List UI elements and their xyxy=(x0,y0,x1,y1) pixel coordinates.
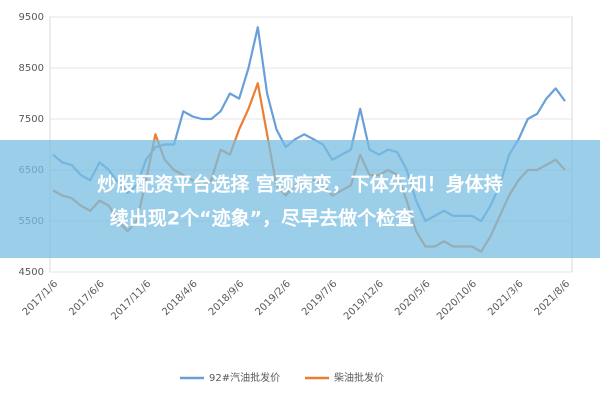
y-tick-label: 7500 xyxy=(19,114,44,125)
overlay-banner xyxy=(0,140,600,258)
y-tick-label: 4500 xyxy=(19,267,44,278)
legend-label: 柴油批发价 xyxy=(334,371,384,384)
overlay-text: 续出现2个“迹象”，尽早去做个检查 xyxy=(110,207,415,230)
overlay-text: 炒股配资平台选择 宫颈病变，下体先知！身体持 xyxy=(97,173,503,196)
legend-label: 92#汽油批发价 xyxy=(209,371,280,384)
y-tick-label: 8500 xyxy=(19,63,44,74)
y-tick-label: 9500 xyxy=(19,12,44,23)
